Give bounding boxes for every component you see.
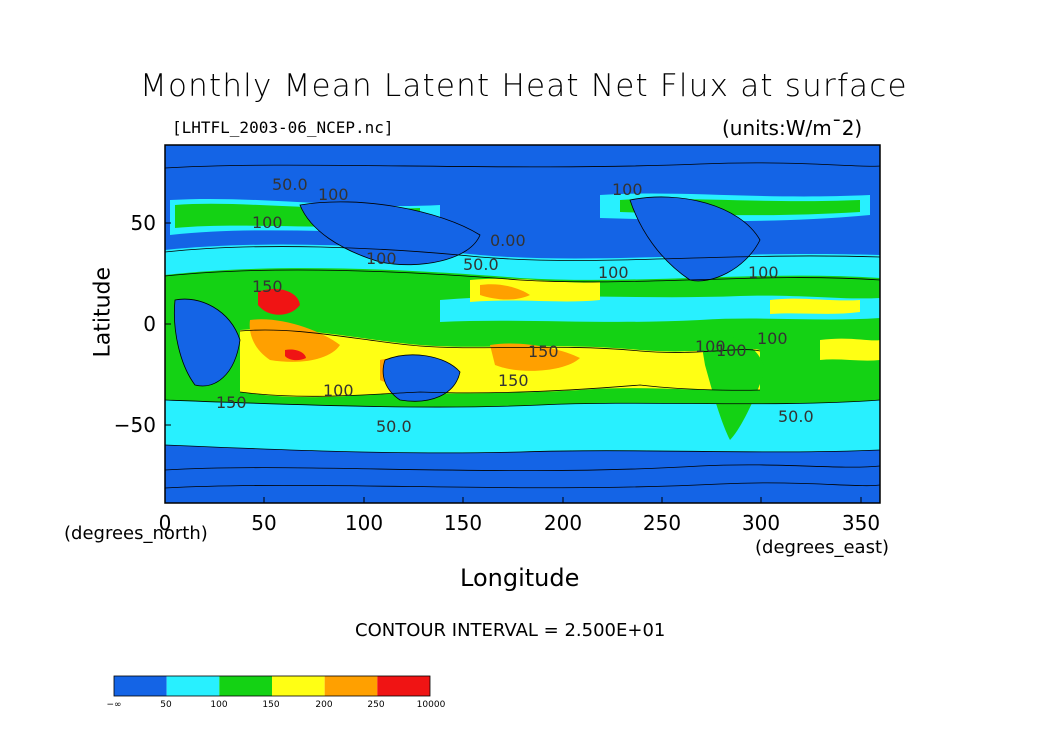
contour-label: 100: [252, 213, 283, 232]
contour-lines: [165, 162, 880, 489]
land-north-america-region: [630, 196, 760, 281]
contour-label: 100: [598, 263, 629, 282]
colorbar-tick-label: 250: [367, 700, 385, 710]
x-axis-units: (degrees_east): [755, 537, 890, 558]
dataset-filename: [LHTFL_2003-06_NCEP.nc]: [172, 118, 394, 137]
land-africa-region: [174, 299, 240, 386]
field-southern-ocean: [165, 455, 880, 503]
field-band-orange: [480, 284, 530, 300]
land-south-america-region: [700, 334, 765, 440]
contour-label: 150: [216, 393, 247, 412]
contour-label: 100: [323, 381, 354, 400]
contour-label: 100: [716, 341, 747, 360]
contour-label: 150: [498, 371, 529, 390]
contour-label: 100: [748, 263, 779, 282]
contour-label: 100: [757, 329, 788, 348]
contour-label: 100: [695, 337, 726, 356]
field-band-red: [285, 349, 306, 361]
field-band-yellow: [820, 338, 880, 361]
x-tick-label: 50: [251, 511, 277, 535]
y-tick-label: 50: [130, 211, 156, 235]
colorbar-cell: [114, 676, 167, 696]
contour-label: 50.0: [463, 255, 499, 274]
x-tick-label: 200: [543, 511, 583, 535]
colorbar-tick-label: 100: [210, 700, 228, 710]
contour-label: 50.0: [376, 417, 412, 436]
field-band-yellow: [770, 298, 860, 314]
colorbar-cells: [114, 676, 430, 696]
contour-label: 50.0: [778, 407, 814, 426]
contour-label: 150: [252, 277, 283, 296]
colorbar-cell: [377, 676, 430, 696]
y-axis-units: (degrees_north): [64, 523, 208, 544]
land-asia-region: [300, 201, 480, 265]
y-tick-label: −50: [113, 413, 156, 437]
colorbar-tick-label: 200: [315, 700, 333, 710]
contour-label: 0.00: [490, 231, 526, 250]
x-tick-label: 100: [344, 511, 384, 535]
chart-title: Monthly Mean Latent Heat Net Flux at sur…: [140, 68, 908, 104]
contour-label: 50.0: [272, 175, 308, 194]
x-tick-label: 350: [841, 511, 881, 535]
contour-label: 100: [612, 180, 643, 199]
flux-field: 50.0 100 100 100 0.00 50.0 100 100 150 1…: [165, 145, 880, 503]
colorbar-tick-label: 150: [262, 700, 280, 710]
axis-ticks: [164, 222, 862, 503]
colorbar-tick-label: 10000: [416, 700, 446, 710]
contour-label: 100: [366, 249, 397, 268]
colorbar-cell: [166, 676, 220, 696]
x-axis-label: Longitude: [460, 564, 580, 592]
field-band-red: [258, 288, 300, 315]
colorbar-frame: [113, 675, 431, 697]
y-tick-label: 0: [143, 312, 156, 336]
colorbar-cell: [219, 676, 272, 696]
contour-label: 150: [528, 342, 559, 361]
contour-label-group: 50.0 100 100 100 0.00 50.0 100 100 150 1…: [216, 175, 814, 436]
colorbar-cell: [324, 676, 378, 696]
units-label: (units:W/m¯2): [722, 116, 863, 140]
x-tick-label: 150: [443, 511, 483, 535]
contour-label: 100: [318, 185, 349, 204]
field-band-orange: [490, 343, 580, 371]
x-tick-label: 250: [642, 511, 682, 535]
colorbar-tick-label: −∞: [106, 700, 122, 710]
land-australia-region: [383, 354, 460, 402]
contour-interval-note: CONTOUR INTERVAL = 2.500E+01: [355, 620, 666, 641]
x-tick-label: 300: [741, 511, 781, 535]
x-tick-label: 0: [158, 511, 172, 535]
colorbar-tick-label: 50: [160, 700, 172, 710]
colorbar-cell: [272, 676, 325, 696]
